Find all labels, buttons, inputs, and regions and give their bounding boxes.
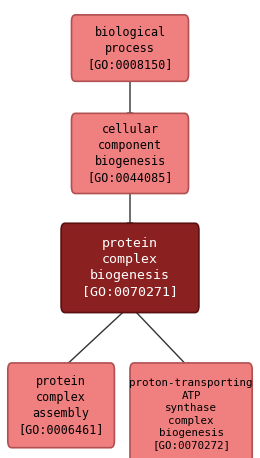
FancyBboxPatch shape [72, 15, 188, 82]
Text: protein
complex
biogenesis
[GO:0070271]: protein complex biogenesis [GO:0070271] [82, 237, 178, 299]
Text: protein
complex
assembly
[GO:0006461]: protein complex assembly [GO:0006461] [18, 375, 104, 436]
Text: proton-transporting
ATP
synthase
complex
biogenesis
[GO:0070272]: proton-transporting ATP synthase complex… [129, 378, 253, 451]
Text: biological
process
[GO:0008150]: biological process [GO:0008150] [87, 26, 173, 71]
FancyBboxPatch shape [8, 363, 114, 448]
Text: cellular
component
biogenesis
[GO:0044085]: cellular component biogenesis [GO:004408… [87, 123, 173, 184]
FancyBboxPatch shape [61, 224, 199, 313]
FancyBboxPatch shape [130, 363, 252, 458]
FancyBboxPatch shape [72, 114, 188, 193]
